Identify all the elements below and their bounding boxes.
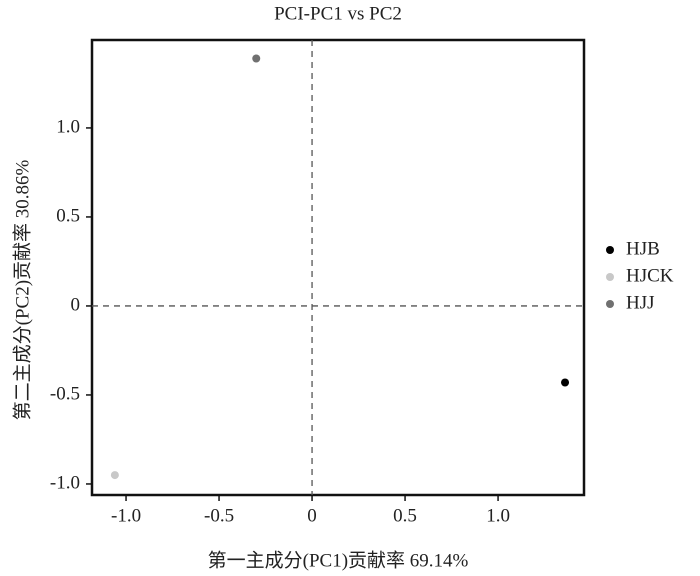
y-tick-label: -1.0 bbox=[50, 472, 80, 493]
y-tick-label: -0.5 bbox=[50, 383, 80, 404]
plot-frame bbox=[90, 38, 586, 497]
legend-label: HJB bbox=[626, 238, 660, 259]
x-tick-label: 0 bbox=[307, 505, 317, 526]
x-tick-label: 0.5 bbox=[393, 505, 417, 526]
x-tick-label: -0.5 bbox=[204, 505, 234, 526]
legend-label: HJCK bbox=[626, 265, 674, 286]
y-tick-label: 0.5 bbox=[56, 205, 80, 226]
chart-title: PCI-PC1 vs PC2 bbox=[274, 3, 402, 24]
legend-marker bbox=[606, 300, 614, 308]
x-tick-label: 1.0 bbox=[486, 505, 510, 526]
legend-marker bbox=[606, 273, 614, 281]
point bbox=[561, 378, 570, 387]
y-axis-title: 第二主成分(PC2)贡献率 30.86% bbox=[11, 159, 33, 420]
y-tick-label: 1.0 bbox=[56, 116, 80, 137]
legend-marker bbox=[606, 246, 614, 254]
point bbox=[252, 54, 261, 63]
y-tick-label: 0 bbox=[71, 294, 81, 315]
legend-label: HJJ bbox=[626, 292, 655, 313]
x-tick-label: -1.0 bbox=[111, 505, 141, 526]
point bbox=[110, 471, 119, 480]
x-axis-title: 第一主成分(PC1)贡献率 69.14% bbox=[208, 549, 469, 571]
